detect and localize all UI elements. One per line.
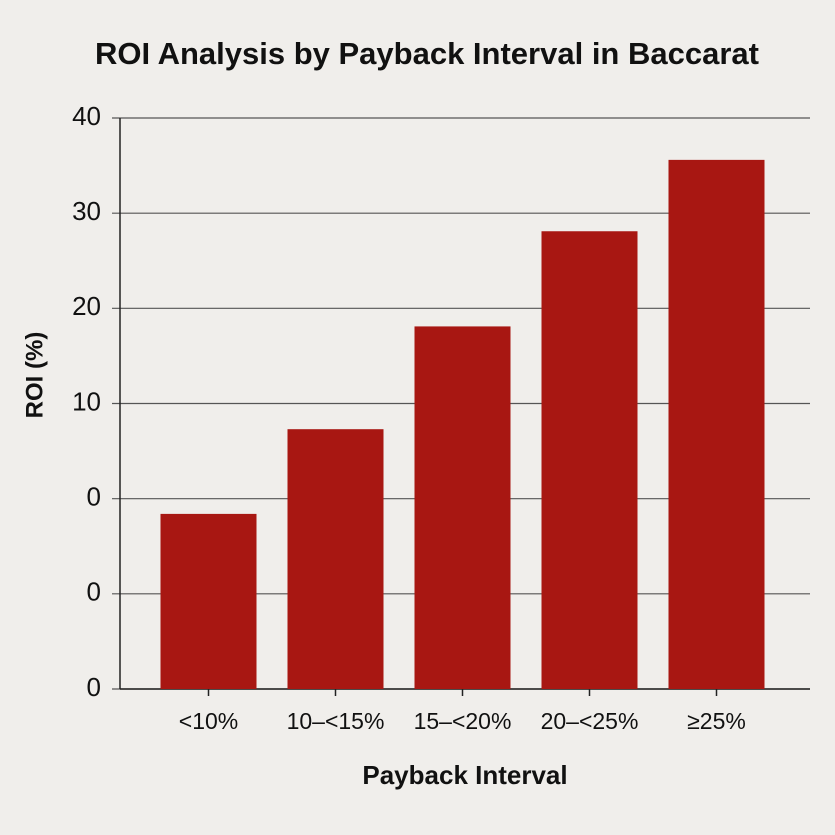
y-tick-label: 0 [87, 482, 101, 512]
y-tick-label: 20 [72, 291, 101, 321]
bar [160, 513, 257, 689]
x-tick-label: ≥25% [687, 708, 746, 734]
bar [668, 159, 765, 689]
x-tick-label: 15–<20% [414, 708, 512, 734]
chart-title: ROI Analysis by Payback Interval in Bacc… [95, 36, 759, 71]
bar [287, 429, 384, 689]
y-axis-label: ROI (%) [21, 332, 48, 419]
y-tick-label: 0 [87, 672, 101, 702]
x-tick-label: 10–<15% [287, 708, 385, 734]
y-tick-label: 0 [87, 577, 101, 607]
x-axis-label: Payback Interval [362, 760, 567, 790]
bar [541, 231, 638, 689]
y-tick-label: 10 [72, 386, 101, 416]
bar [414, 326, 511, 689]
y-tick-label: 40 [72, 101, 101, 131]
x-tick-label: 20–<25% [541, 708, 639, 734]
y-tick-label: 30 [72, 196, 101, 226]
x-tick-label: <10% [179, 708, 238, 734]
